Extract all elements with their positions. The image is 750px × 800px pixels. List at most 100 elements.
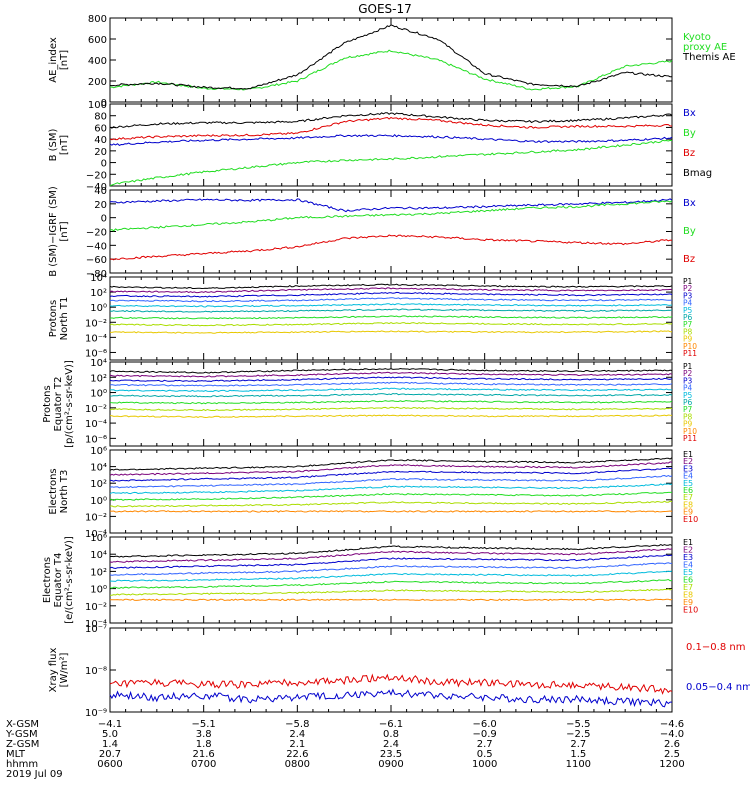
x-axis-cell: −6.0: [473, 719, 497, 730]
series-0-05-0-4-nm: [109, 688, 672, 708]
legend-entry: E2: [683, 457, 693, 466]
y-tick-label: 10⁴: [90, 358, 107, 369]
series-kyoto-proxy-ae: [109, 49, 673, 91]
x-axis-cell: −0.9: [473, 729, 497, 740]
series-e5: [109, 483, 673, 495]
y-axis-label-line: AE_index: [48, 37, 59, 83]
legend-entry: P4: [683, 384, 693, 393]
y-axis-label-line: Protons: [42, 385, 53, 422]
y-tick-label: 10⁰: [90, 585, 107, 596]
series-p6: [109, 392, 673, 398]
series-p7: [109, 315, 673, 320]
x-axis-cell: 2.1: [289, 739, 305, 750]
series-bmag: [109, 112, 673, 129]
legend-entry: E10: [683, 515, 698, 524]
legend-entry: P3: [683, 376, 693, 385]
y-tick-label: 10⁻²: [85, 404, 107, 415]
y-axis-label-line: Equator T2: [53, 377, 64, 432]
x-axis-cell: −5.1: [192, 719, 216, 730]
y-axis-label-line: [nT]: [59, 50, 70, 70]
legend-entry: E6: [683, 486, 693, 495]
x-axis-cell: 2.7: [570, 739, 586, 750]
series-bz: [109, 116, 673, 141]
panel-frame: [109, 17, 673, 103]
series-e3: [109, 554, 673, 570]
legend-entry: P8: [683, 327, 693, 336]
x-axis-cell: 2.5: [664, 749, 680, 760]
y-tick-label: 10⁻²: [85, 602, 107, 613]
legend-entry: P7: [683, 405, 693, 414]
y-axis-label-line: [W/m²]: [59, 652, 70, 687]
legend-entry: P8: [683, 412, 693, 421]
series-e5: [110, 570, 673, 582]
x-axis-cell: −4.1: [98, 719, 122, 730]
y-tick-label: 600: [88, 35, 107, 46]
x-axis-row-label: Z-GSM: [6, 739, 39, 750]
y-axis-label: ProtonsNorth T1: [48, 297, 70, 341]
y-tick-label: −40: [86, 241, 107, 252]
x-axis-cell: 5.0: [102, 729, 118, 740]
legend-entry: E8: [683, 500, 693, 509]
series-bz: [109, 234, 673, 261]
y-tick-label: 10⁻⁸: [85, 666, 107, 677]
x-axis-row-label: hhmm: [6, 759, 38, 770]
y-tick-label: 0: [101, 98, 107, 109]
series-by: [109, 139, 673, 187]
legend-entry: P5: [683, 306, 693, 315]
series-p1: [109, 367, 673, 374]
y-tick-label: 10⁻⁹: [85, 708, 107, 719]
x-axis-row-label: Y-GSM: [5, 729, 38, 740]
legend-entry: P7: [683, 320, 693, 329]
series-p3: [109, 376, 673, 383]
series-by: [109, 200, 673, 232]
legend-entry: P4: [683, 299, 693, 308]
legend-entry: E3: [683, 464, 693, 473]
y-tick-label: 10⁻⁴: [85, 529, 107, 540]
x-axis-cell: 22.6: [286, 749, 308, 760]
x-axis-row-label: X-GSM: [6, 719, 39, 730]
x-axis-cell: 0800: [285, 759, 310, 770]
y-axis-label-line: [p/(cm²-s-sr-keV)]: [64, 360, 75, 448]
x-axis-cell: 0700: [191, 759, 216, 770]
legend-entry: P10: [683, 427, 697, 436]
x-axis-cell: 0900: [378, 759, 403, 770]
legend-entry: 0.1−0.8 nm: [686, 642, 745, 653]
legend-entry: E10: [683, 606, 698, 615]
y-tick-label: −20: [86, 228, 107, 239]
y-tick-label: 10⁻⁶: [85, 348, 107, 359]
plot-title: GOES-17: [358, 2, 412, 16]
y-axis-label: B (SM)[nT]: [48, 128, 70, 161]
panel-frame: [109, 627, 673, 713]
series-e2: [109, 461, 673, 476]
y-tick-label: −80: [86, 269, 107, 280]
legend-entry: Bmag: [683, 168, 712, 179]
legend-entry: Bz: [683, 254, 695, 265]
y-axis-label-line: B (SM)−IGRF (SM): [48, 186, 59, 277]
y-tick-label: 10²: [90, 373, 107, 384]
series-p4: [109, 297, 673, 303]
legend-entry: P1: [683, 362, 693, 371]
series-e7: [110, 588, 673, 596]
legend-entry: P10: [683, 342, 697, 351]
series-bx: [109, 198, 673, 213]
legend-entry: P1: [683, 277, 693, 286]
legend-entry: E5: [683, 568, 693, 577]
x-axis-cell: 21.6: [193, 749, 215, 760]
series-p7: [109, 399, 673, 405]
series-e8: [109, 510, 673, 513]
y-axis-label-line: Protons: [48, 300, 59, 337]
x-axis-cell: −5.5: [566, 719, 590, 730]
y-tick-label: 10⁻⁷: [85, 624, 107, 635]
y-axis-label-line: Electrons: [48, 468, 59, 514]
y-axis-label-line: Xray flux: [48, 648, 59, 693]
x-axis-cell: 2.4: [289, 729, 305, 740]
panel-xray: 10⁻⁷ 10⁻⁸ 10⁻⁹ Xray flux[W/m²] 0.1−0.8 nm 0.0…: [48, 624, 750, 719]
y-axis-label: B (SM)−IGRF (SM)[nT]: [48, 186, 70, 277]
x-axis-cell: 3.8: [196, 729, 212, 740]
legend-entry: P9: [683, 335, 693, 344]
legend-entry: Kyoto: [683, 32, 711, 43]
y-axis-label-line: Electrons: [42, 557, 53, 603]
y-tick-label: 10⁻²: [85, 512, 107, 523]
y-axis-label: ElectronsNorth T3: [48, 468, 70, 514]
